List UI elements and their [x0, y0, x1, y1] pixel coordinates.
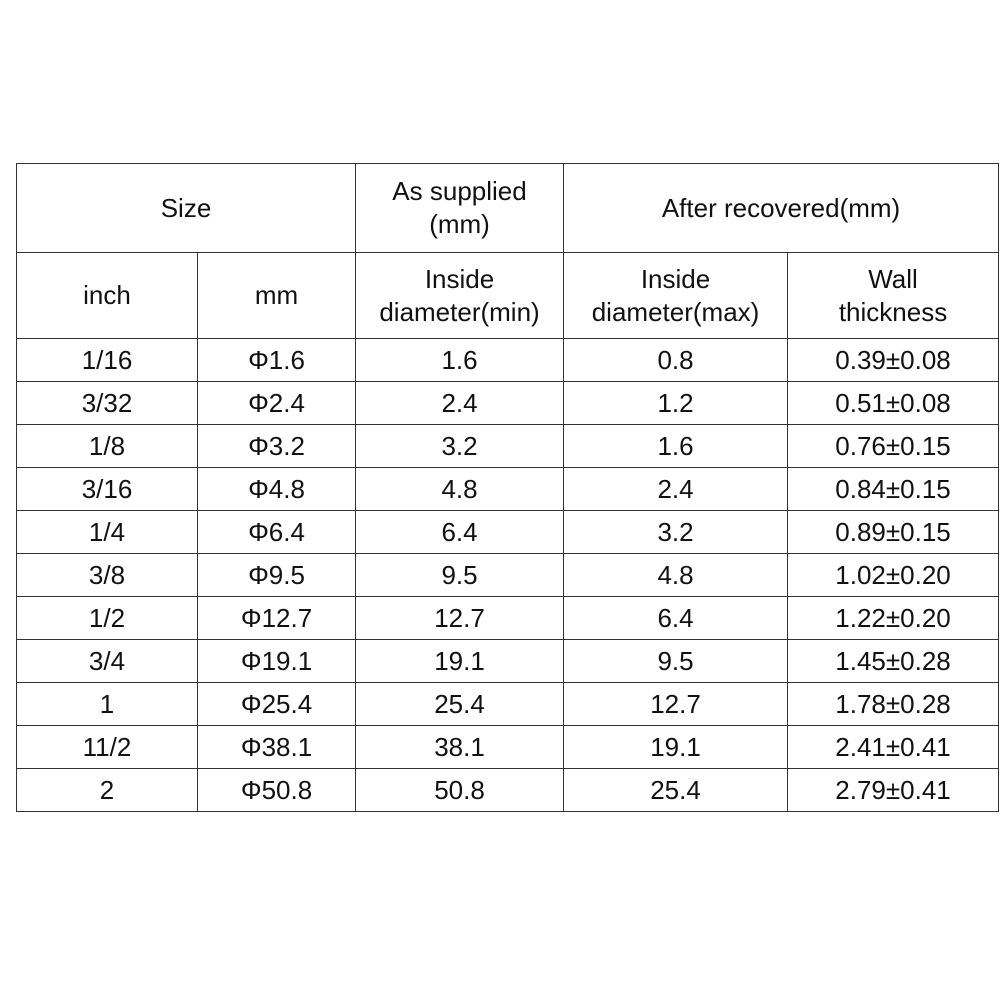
table-cell: 1.45±0.28	[787, 639, 1000, 683]
table-cell: 1.22±0.20	[787, 596, 1000, 640]
table-cell: 2.41±0.41	[787, 725, 1000, 769]
header-cell: Inside diameter(max)	[563, 252, 789, 339]
table-row: 3/32 Φ2.4 2.4 1.2 0.51±0.08	[16, 381, 1000, 425]
table-cell: 19.1	[563, 725, 789, 769]
table-cell: 3.2	[563, 510, 789, 554]
table-cell: 1.78±0.28	[787, 682, 1000, 726]
table-cell: 19.1	[355, 639, 565, 683]
table-cell: 25.4	[563, 768, 789, 812]
table-cell: 0.89±0.15	[787, 510, 1000, 554]
table-cell: Φ38.1	[196, 725, 357, 769]
table-cell: 4.8	[355, 467, 565, 511]
table-cell: 2.4	[355, 381, 565, 425]
table-cell: 1/2	[16, 596, 198, 640]
table-row: 1/16 Φ1.6 1.6 0.8 0.39±0.08	[16, 338, 1000, 382]
table-cell: Φ1.6	[196, 338, 357, 382]
table-cell: Φ25.4	[196, 682, 357, 726]
table-cell: 1.02±0.20	[787, 553, 1000, 597]
table-cell: 25.4	[355, 682, 565, 726]
table-cell: 0.51±0.08	[787, 381, 1000, 425]
header-row: Size As supplied (mm) After recovered(mm…	[15, 163, 1000, 253]
table-cell: 0.84±0.15	[787, 467, 1000, 511]
table-cell: 0.39±0.08	[787, 338, 1000, 382]
table-row: 1/2 Φ12.7 12.7 6.4 1.22±0.20	[16, 596, 1000, 640]
table-cell: Φ50.8	[196, 768, 357, 812]
table-cell: 1.2	[563, 381, 789, 425]
table-cell: 12.7	[563, 682, 789, 726]
table-cell: 2.4	[563, 467, 789, 511]
table-cell: Φ2.4	[196, 381, 357, 425]
table-cell: Φ3.2	[196, 424, 357, 468]
header-cell: Inside diameter(min)	[355, 252, 565, 339]
table-row: 1/4 Φ6.4 6.4 3.2 0.89±0.15	[16, 510, 1000, 554]
table-cell: 1/4	[16, 510, 198, 554]
table-cell: 9.5	[355, 553, 565, 597]
table-cell: Φ4.8	[196, 467, 357, 511]
header-cell: Size	[15, 163, 357, 253]
spec-table: Size As supplied (mm) After recovered(mm…	[15, 163, 1000, 812]
table-cell: 3.2	[355, 424, 565, 468]
table-cell: 9.5	[563, 639, 789, 683]
table-cell: 1.6	[355, 338, 565, 382]
table-cell: 1.6	[563, 424, 789, 468]
table-cell: 3/4	[16, 639, 198, 683]
table-cell: 38.1	[355, 725, 565, 769]
header-cell: inch	[16, 252, 198, 339]
table-row: 3/8 Φ9.5 9.5 4.8 1.02±0.20	[16, 553, 1000, 597]
header-row: inch mm Inside diameter(min) Inside diamete…	[16, 252, 1000, 339]
table-cell: 0.76±0.15	[787, 424, 1000, 468]
table-cell: 12.7	[355, 596, 565, 640]
table-cell: Φ9.5	[196, 553, 357, 597]
table-row: 11/2 Φ38.1 38.1 19.1 2.41±0.41	[16, 725, 1000, 769]
table-row: 3/16 Φ4.8 4.8 2.4 0.84±0.15	[16, 467, 1000, 511]
table-cell: 3/16	[16, 467, 198, 511]
table-cell: 50.8	[355, 768, 565, 812]
table-cell: 1/16	[16, 338, 198, 382]
table-cell: 11/2	[16, 725, 198, 769]
table-cell: 3/8	[16, 553, 198, 597]
header-cell: Wall thickness	[787, 252, 1000, 339]
table-cell: Φ6.4	[196, 510, 357, 554]
table-cell: 1/8	[16, 424, 198, 468]
table-row: 1/8 Φ3.2 3.2 1.6 0.76±0.15	[16, 424, 1000, 468]
table-cell: Φ12.7	[196, 596, 357, 640]
table-cell: 0.8	[563, 338, 789, 382]
header-cell: As supplied (mm)	[355, 163, 565, 253]
table-cell: Φ19.1	[196, 639, 357, 683]
table-row: 1 Φ25.4 25.4 12.7 1.78±0.28	[16, 682, 1000, 726]
table-row: 2 Φ50.8 50.8 25.4 2.79±0.41	[16, 768, 1000, 812]
table-cell: 6.4	[563, 596, 789, 640]
table-row: 3/4 Φ19.1 19.1 9.5 1.45±0.28	[16, 639, 1000, 683]
table-cell: 2	[16, 768, 198, 812]
table-cell: 1	[16, 682, 198, 726]
header-cell: After recovered(mm)	[563, 163, 1000, 253]
table-cell: 6.4	[355, 510, 565, 554]
table-cell: 2.79±0.41	[787, 768, 1000, 812]
table-cell: 3/32	[16, 381, 198, 425]
header-cell: mm	[196, 252, 357, 339]
table-cell: 4.8	[563, 553, 789, 597]
